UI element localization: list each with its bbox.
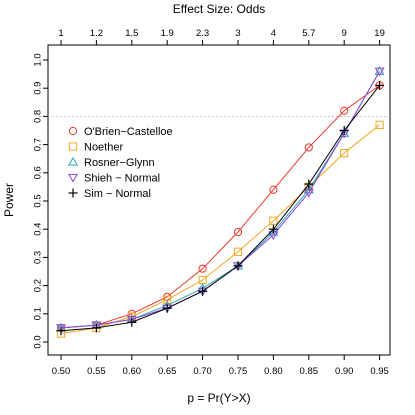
data-point-sim-normal — [304, 179, 314, 189]
data-point-noether — [269, 216, 278, 225]
x-axis-title: p = Pr(Y>X) — [187, 391, 250, 405]
data-point-sim-normal — [375, 80, 385, 90]
data-point-shieh-normal — [374, 67, 385, 77]
data-point-shieh-normal — [126, 315, 137, 325]
top-axis-title: Effect Size: Odds — [173, 2, 266, 16]
legend-marker-sim-normal — [68, 188, 78, 198]
series-layer — [55, 66, 385, 338]
legend: O'Brien−Castelloe Noether Rosner−Glynn Shie… — [67, 126, 173, 200]
x-axis-tick-label: 0.85 — [300, 366, 319, 377]
y-axis-tick-label: 0.2 — [32, 279, 43, 292]
x-axis-tick-label: 0.95 — [370, 366, 389, 377]
series-line-sim-normal — [60, 85, 380, 332]
data-point-sim-normal — [339, 126, 349, 135]
data-point-sim-normal — [56, 326, 66, 336]
top-axis-tick-label: 1.5 — [125, 28, 138, 39]
y-axis-tick-label: 0.4 — [32, 223, 43, 236]
data-point-sim-normal — [233, 261, 243, 271]
series-line-o-brien-castelloe — [60, 84, 380, 329]
data-point-noether — [375, 120, 384, 129]
x-axis-tick-label: 0.75 — [229, 366, 248, 377]
legend-marker-shieh-normal — [67, 173, 79, 183]
data-point-rosner-glynn — [374, 66, 385, 75]
y-axis-tick-label: 0.6 — [32, 166, 43, 179]
plot-frame — [47, 44, 391, 356]
top-axis-tick-label: 1 — [58, 28, 63, 39]
legend-label-sim-normal: Sim − Normal — [84, 188, 151, 200]
y-axis-tick-label: 0.0 — [32, 335, 43, 348]
legend-label-o-brien-castelloe: O'Brien−Castelloe — [84, 126, 173, 138]
series-noether — [56, 120, 384, 338]
data-point-shieh-normal — [91, 321, 102, 331]
data-point-shieh-normal — [55, 324, 67, 334]
x-axis-tick-label: 0.50 — [52, 366, 71, 377]
data-point-o-brien-castelloe — [233, 227, 243, 237]
data-point-o-brien-castelloe — [198, 264, 207, 273]
data-point-o-brien-castelloe — [340, 106, 349, 115]
data-point-sim-normal — [198, 286, 208, 296]
y-axis: 0.0 0.1 0.2 0.3 0.4 0.5 0.6 0.7 0.8 0.9 1.0 — [32, 53, 49, 349]
y-axis-tick-label: 0.1 — [32, 307, 43, 320]
top-axis-tick-label: 1.2 — [90, 28, 103, 39]
y-axis-tick-label: 0.8 — [32, 110, 43, 123]
x-axis-tick-label: 0.80 — [264, 366, 283, 377]
legend-marker-rosner-glynn — [67, 156, 79, 166]
y-axis-tick-label: 0.3 — [32, 251, 43, 264]
data-point-sim-normal — [127, 317, 137, 327]
y-axis-tick-label: 0.9 — [32, 82, 43, 95]
data-point-sim-normal — [162, 303, 172, 313]
x-axis-tick-label: 0.55 — [87, 366, 106, 377]
top-axis-tick-label: 4 — [271, 28, 276, 39]
data-point-noether — [163, 295, 172, 304]
top-axis: 1 1.2 1.5 1.9 2.3 3 4 5.7 9 19 — [58, 28, 385, 46]
data-point-noether — [340, 148, 349, 158]
y-axis-tick-label: 0.5 — [32, 194, 43, 207]
series-sim-normal — [56, 80, 385, 336]
series-o-brien-castelloe — [56, 81, 384, 332]
x-axis-tick-label: 0.90 — [335, 366, 354, 377]
y-axis-tick-label: 0.7 — [32, 138, 43, 151]
top-axis-tick-label: 5.7 — [302, 28, 315, 39]
legend-label-shieh-normal: Shieh − Normal — [84, 172, 160, 184]
x-axis-tick-label: 0.60 — [123, 366, 142, 377]
data-point-o-brien-castelloe — [304, 143, 313, 152]
legend-marker-o-brien-castelloe — [68, 126, 78, 136]
data-point-shieh-normal — [303, 188, 314, 198]
top-axis-tick-label: 3 — [235, 28, 240, 39]
data-point-sim-normal — [91, 323, 101, 333]
y-axis-title: Power — [2, 183, 16, 217]
legend-label-rosner-glynn: Rosner−Glynn — [84, 157, 155, 169]
x-axis-tick-label: 0.65 — [158, 366, 177, 377]
top-axis-tick-label: 19 — [374, 28, 385, 39]
series-shieh-normal — [55, 67, 385, 334]
data-point-noether — [233, 247, 243, 256]
legend-label-noether: Noether — [84, 141, 123, 153]
top-axis-tick-label: 1.9 — [161, 28, 174, 39]
legend-marker-noether — [68, 142, 78, 151]
y-axis-tick-label: 1.0 — [32, 53, 43, 66]
x-axis: 0.50 0.55 0.60 0.65 0.70 0.75 0.80 0.85 0.90 0.95 — [52, 354, 389, 377]
top-axis-tick-label: 2.3 — [196, 28, 209, 39]
data-point-sim-normal — [268, 224, 278, 234]
data-point-o-brien-castelloe — [269, 185, 278, 194]
top-axis-tick-label: 9 — [342, 28, 347, 39]
x-axis-tick-label: 0.70 — [193, 366, 212, 377]
